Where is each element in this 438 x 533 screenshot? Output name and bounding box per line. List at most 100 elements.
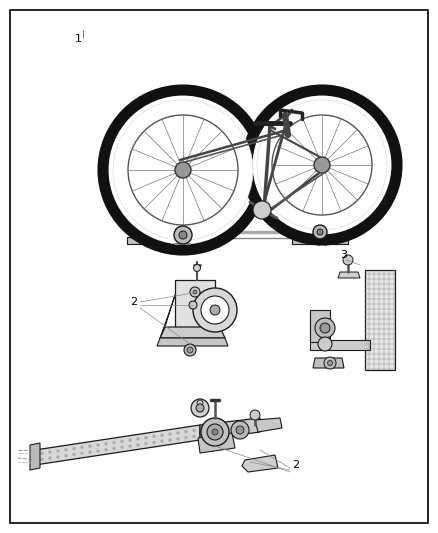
Circle shape [49, 457, 52, 460]
Circle shape [128, 115, 238, 225]
Circle shape [160, 440, 163, 443]
Polygon shape [160, 327, 225, 338]
Circle shape [113, 447, 116, 450]
Circle shape [247, 90, 397, 240]
Circle shape [152, 441, 155, 444]
Circle shape [177, 431, 180, 434]
Polygon shape [198, 433, 235, 453]
Polygon shape [160, 295, 175, 338]
Circle shape [160, 434, 163, 437]
Circle shape [96, 449, 99, 453]
Circle shape [192, 429, 195, 432]
Circle shape [315, 318, 335, 338]
Bar [365, 270, 395, 370]
Polygon shape [35, 425, 200, 465]
Circle shape [40, 458, 43, 461]
Circle shape [103, 90, 263, 250]
Circle shape [113, 441, 116, 444]
Text: 2: 2 [130, 297, 137, 307]
Circle shape [197, 400, 203, 406]
Circle shape [314, 157, 330, 173]
Circle shape [343, 255, 353, 265]
Circle shape [184, 430, 187, 433]
Circle shape [236, 426, 244, 434]
Circle shape [57, 456, 60, 458]
Circle shape [189, 301, 197, 309]
Polygon shape [310, 310, 330, 342]
Circle shape [177, 438, 180, 440]
Polygon shape [255, 418, 282, 432]
Circle shape [272, 115, 372, 215]
Circle shape [120, 446, 124, 449]
Circle shape [184, 344, 196, 356]
Circle shape [193, 290, 197, 294]
Circle shape [152, 435, 155, 438]
Polygon shape [200, 418, 260, 440]
Circle shape [145, 436, 148, 439]
Circle shape [328, 360, 332, 366]
Polygon shape [130, 230, 175, 240]
Circle shape [179, 231, 187, 239]
Circle shape [137, 438, 139, 440]
Circle shape [317, 229, 323, 235]
Circle shape [49, 451, 52, 454]
Circle shape [194, 264, 201, 271]
Polygon shape [242, 455, 278, 472]
Circle shape [81, 452, 84, 455]
Circle shape [88, 445, 92, 448]
Polygon shape [292, 237, 348, 244]
Polygon shape [338, 272, 360, 278]
Circle shape [88, 451, 92, 454]
Circle shape [201, 296, 229, 324]
Circle shape [250, 410, 260, 420]
Circle shape [105, 442, 107, 445]
Polygon shape [157, 338, 228, 346]
Circle shape [190, 287, 200, 297]
Circle shape [128, 445, 131, 448]
Circle shape [320, 323, 330, 333]
Circle shape [174, 226, 192, 244]
Circle shape [40, 452, 43, 455]
Circle shape [137, 443, 139, 447]
Circle shape [201, 418, 229, 446]
Circle shape [257, 100, 387, 230]
Circle shape [253, 201, 271, 219]
Circle shape [64, 454, 67, 457]
Circle shape [169, 433, 172, 435]
Text: 3: 3 [340, 250, 347, 260]
Polygon shape [30, 443, 40, 470]
Polygon shape [310, 340, 370, 350]
Circle shape [113, 100, 253, 240]
Circle shape [191, 399, 209, 417]
Circle shape [313, 225, 327, 239]
Circle shape [73, 453, 75, 456]
Circle shape [196, 404, 204, 412]
Polygon shape [127, 237, 178, 244]
Circle shape [187, 347, 193, 353]
Circle shape [73, 447, 75, 450]
Polygon shape [295, 230, 345, 240]
Circle shape [128, 439, 131, 442]
Circle shape [324, 357, 336, 369]
Circle shape [96, 443, 99, 447]
Circle shape [105, 448, 107, 451]
Circle shape [192, 435, 195, 438]
Text: 2: 2 [292, 460, 299, 470]
Circle shape [212, 429, 218, 435]
Circle shape [57, 449, 60, 453]
Circle shape [210, 305, 220, 315]
Circle shape [318, 337, 332, 351]
Circle shape [193, 288, 237, 332]
Circle shape [231, 421, 249, 439]
Circle shape [175, 162, 191, 178]
Polygon shape [175, 280, 215, 330]
Circle shape [207, 424, 223, 440]
Circle shape [120, 440, 124, 443]
Text: 1: 1 [75, 34, 82, 44]
Circle shape [64, 448, 67, 451]
Circle shape [81, 446, 84, 449]
Circle shape [184, 436, 187, 439]
Polygon shape [313, 358, 344, 368]
Circle shape [169, 439, 172, 441]
Circle shape [145, 442, 148, 445]
